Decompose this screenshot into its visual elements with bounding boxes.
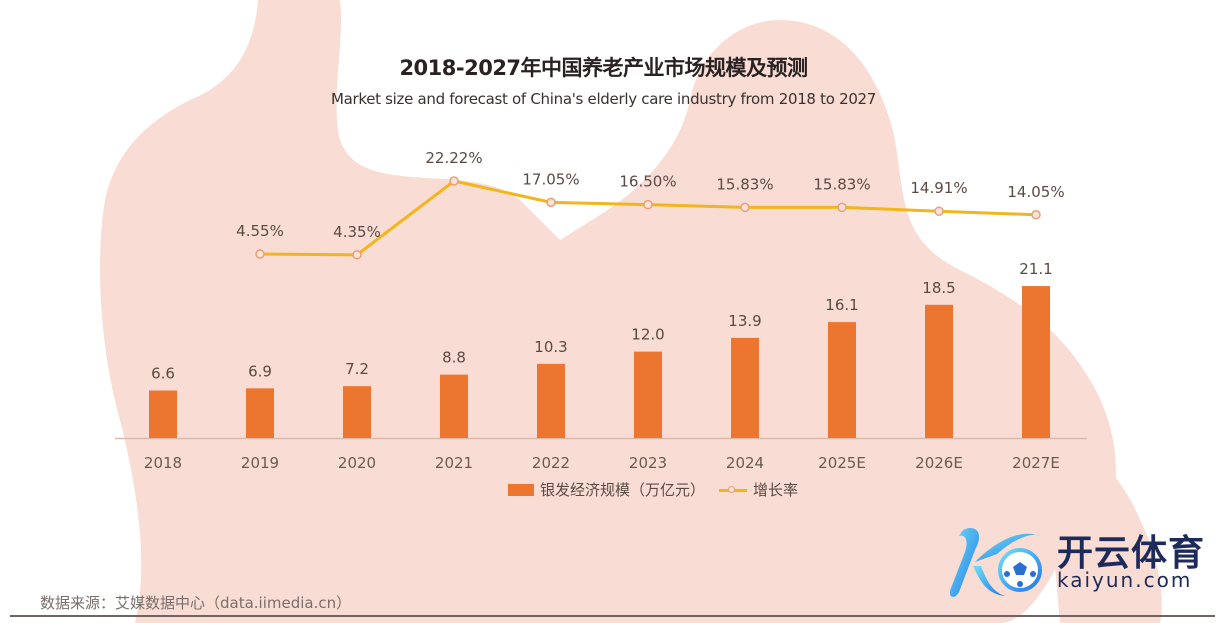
- growth-rate-point: [352, 250, 362, 260]
- growth-rate-point: [740, 202, 750, 213]
- kaiyun-k-ball-icon: [949, 528, 1042, 597]
- chart-subtitle: Market size and forecast of China's elde…: [330, 90, 877, 108]
- growth-rate-label: 22.22%: [425, 149, 482, 167]
- silhouette-left-figure: [100, 0, 1116, 623]
- bar-value-label: 8.8: [442, 349, 466, 367]
- bar-2022: [537, 363, 565, 438]
- bar-2021: [440, 374, 468, 438]
- bar-value-label: 10.3: [534, 338, 567, 356]
- bar-value-label: 7.2: [345, 360, 369, 378]
- bar-2020: [343, 386, 371, 438]
- watermark-name-cn: 开云体育: [1057, 533, 1206, 574]
- chart-title: 2018-2027年中国养老产业市场规模及预测: [399, 56, 808, 80]
- growth-rate-label: 4.35%: [333, 223, 381, 241]
- growth-rate-label: 14.91%: [910, 179, 967, 197]
- x-tick-label: 2027E: [1012, 454, 1060, 472]
- growth-rate-label: 17.05%: [522, 170, 579, 188]
- watermark-name-en: kaiyun.com: [1057, 568, 1193, 592]
- x-tick-labels: 2018 2019 2020 2021 2022 2023 2024 2025E 2026E 20…: [144, 454, 1060, 472]
- x-tick-label: 2023: [629, 454, 667, 472]
- growth-rate-label: 15.83%: [813, 175, 870, 193]
- x-tick-label: 2022: [532, 454, 570, 472]
- bar-value-labels: 6.6 6.9 7.2 8.8 10.3 12.0 13.9 16.1 18.5 21.1: [151, 260, 1053, 382]
- growth-rate-label: 4.55%: [236, 222, 284, 240]
- growth-rate-point: [837, 202, 847, 213]
- x-tick-label: 2018: [144, 454, 182, 472]
- legend-line-swatch: [719, 484, 748, 496]
- growth-rate-label: 15.83%: [716, 175, 773, 193]
- bar-2024: [731, 337, 759, 438]
- bar-value-label: 13.9: [728, 312, 761, 330]
- bar-value-label: 6.9: [248, 362, 272, 380]
- bar-value-label: 16.1: [825, 296, 858, 314]
- legend: 银发经济规模（万亿元） 增长率: [508, 479, 798, 500]
- x-tick-label: 2021: [435, 454, 473, 472]
- bar-value-label: 12.0: [631, 326, 664, 344]
- x-tick-label: 2019: [241, 454, 279, 472]
- growth-rate-point: [643, 199, 653, 210]
- x-tick-label: 2024: [726, 454, 764, 472]
- x-tick-label: 2020: [338, 454, 376, 472]
- bar-2023: [634, 351, 662, 438]
- x-tick-label: 2025E: [818, 454, 866, 472]
- data-source-note: 数据来源：艾媒数据中心（data.iimedia.cn）: [40, 594, 352, 612]
- bar-2018: [149, 390, 177, 438]
- bar-value-label: 6.6: [151, 364, 175, 382]
- growth-rate-series: 4.55% 4.35% 22.22% 17.05% 16.50% 15.83% 15.83%…: [236, 149, 1065, 260]
- silhouette-right-figure: [1040, 400, 1162, 623]
- growth-rate-label: 16.50%: [619, 173, 676, 191]
- bar-series: [149, 286, 1050, 438]
- legend-bar-label: 银发经济规模（万亿元）: [540, 481, 706, 499]
- growth-rate-point: [934, 206, 944, 216]
- bottom-divider: [10, 615, 1215, 617]
- bar-2025E: [828, 322, 856, 438]
- bar-2026E: [925, 304, 953, 438]
- growth-rate-point: [1031, 210, 1041, 220]
- growth-rate-point: [449, 176, 459, 186]
- growth-rate-point: [546, 197, 556, 208]
- bar-value-label: 18.5: [922, 279, 955, 297]
- kaiyun-watermark-logo: 开云体育 kaiyun.com: [945, 522, 1220, 602]
- bar-2027E: [1022, 286, 1050, 438]
- legend-bar-swatch: [508, 483, 534, 496]
- growth-rate-point: [255, 249, 265, 259]
- legend-line-label: 增长率: [753, 481, 799, 499]
- bar-2019: [246, 388, 274, 438]
- bar-value-label: 21.1: [1019, 260, 1052, 278]
- growth-rate-label: 14.05%: [1007, 183, 1064, 201]
- x-tick-label: 2026E: [915, 454, 963, 472]
